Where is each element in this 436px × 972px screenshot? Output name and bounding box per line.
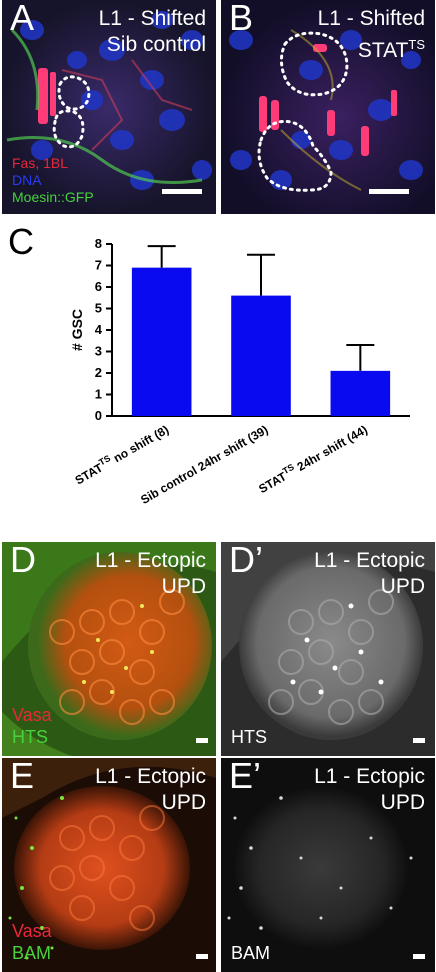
panel-b-title-sup: TS: [408, 37, 425, 52]
panel-d-micrograph: D L1 - Ectopic UPD Vasa HTS: [2, 542, 216, 756]
panel-b-title-line1: L1 - Shifted: [317, 7, 425, 30]
y-tick-label: 6: [95, 279, 102, 294]
panel-e-legend-2: BAM: [12, 943, 52, 963]
bar-2: [231, 295, 291, 416]
panel-a-legend-3: Moesin::GFP: [12, 189, 94, 205]
panel-a-title-line1: L1 - Shifted: [98, 7, 206, 30]
panel-d-prime-image: [221, 542, 435, 756]
panel-d-prime-legend: HTS: [231, 726, 267, 748]
panel-b-title-stat: STAT: [357, 39, 409, 62]
panel-d-prime-title-line2: UPD: [380, 575, 425, 598]
panel-d-legend-1: Vasa: [12, 705, 52, 725]
panel-a-letter: A: [10, 0, 35, 38]
panel-e-title-line1: L1 - Ectopic: [95, 765, 206, 788]
panel-e-prime-legend: BAM: [231, 942, 270, 964]
panel-a-micrograph: A L1 - Shifted Sib control Fas, 1BL DNA …: [2, 0, 216, 214]
y-axis-label: # GSC: [69, 309, 85, 351]
panel-d-title-line1: L1 - Ectopic: [95, 549, 206, 572]
bar-3: [330, 370, 391, 416]
panel-e-prime-micrograph: E’ L1 - Ectopic UPD BAM: [221, 758, 435, 972]
panel-a-legend-1: Fas, 1BL: [12, 155, 69, 171]
y-tick-label: 7: [95, 258, 102, 273]
panel-d-letter: D: [10, 542, 36, 580]
panel-e-micrograph: E L1 - Ectopic UPD Vasa BAM: [2, 758, 216, 972]
y-tick-label: 1: [95, 387, 102, 402]
panel-e-prime-scale-bar: [413, 954, 425, 959]
panel-c-letter: C: [8, 221, 34, 262]
panel-c-chart: C 0 1 2 3 4 5 6 7 8 # GSC STATTS no shift (8) Sib c…: [0, 222, 436, 528]
panel-a-legend-2: DNA: [12, 172, 42, 188]
panel-e-letter: E: [10, 758, 35, 796]
panel-e-image: [2, 758, 216, 972]
panel-b-title: L1 - Shifted STATTS: [318, 6, 425, 64]
panel-d-prime-title-line1: L1 - Ectopic: [314, 549, 425, 572]
y-tick-label: 8: [95, 236, 102, 251]
panel-d-legend-2: HTS: [12, 727, 48, 747]
panel-a-legend: Fas, 1BL DNA Moesin::GFP: [12, 155, 94, 206]
panel-b-micrograph: B L1 - Shifted STATTS: [221, 0, 435, 214]
panel-d-prime-title: L1 - Ectopic UPD: [314, 548, 425, 600]
panel-e-prime-image: [221, 758, 435, 972]
panel-e-prime-letter: E’: [229, 758, 262, 796]
panel-d-prime-micrograph: D’ L1 - Ectopic UPD HTS: [221, 542, 435, 756]
panel-e-legend: Vasa BAM: [12, 920, 52, 964]
panel-b-scale-bar: [369, 189, 409, 194]
bar-1: [131, 267, 192, 416]
panel-d-title: L1 - Ectopic UPD: [95, 548, 206, 600]
panel-d-prime-letter: D’: [229, 542, 263, 580]
panel-e-scale-bar: [196, 954, 208, 959]
panel-d-title-line2: UPD: [161, 575, 206, 598]
panel-a-title-line2: Sib control: [106, 33, 206, 56]
panel-d-scale-bar: [196, 738, 208, 743]
y-tick-label: 5: [95, 301, 102, 316]
panel-e-prime-title-line1: L1 - Ectopic: [314, 765, 425, 788]
panel-d-prime-legend-1: HTS: [231, 727, 267, 747]
y-tick-label: 0: [95, 408, 102, 423]
panel-e-legend-1: Vasa: [12, 921, 52, 941]
panel-e-title: L1 - Ectopic UPD: [95, 764, 206, 816]
y-tick-label: 4: [95, 322, 103, 337]
x-category-label-1: STATTS no shift (8): [72, 421, 172, 488]
panel-d-prime-scale-bar: [413, 738, 425, 743]
panel-b-image: [221, 0, 435, 214]
panel-b-title-line2: STATTS: [318, 32, 425, 64]
panel-d-image: [2, 542, 216, 756]
panel-b-letter: B: [229, 0, 254, 38]
panel-a-image: [2, 0, 216, 214]
panel-a-title: L1 - Shifted Sib control: [99, 6, 206, 58]
y-tick-label: 3: [95, 344, 102, 359]
x-category-label-3: STATTS 24hr shift (44): [255, 421, 370, 496]
panel-e-title-line2: UPD: [161, 791, 206, 814]
panel-a-scale-bar: [162, 189, 202, 194]
panel-e-prime-title-line2: UPD: [380, 791, 425, 814]
panel-d-legend: Vasa HTS: [12, 704, 52, 748]
panel-e-prime-title: L1 - Ectopic UPD: [314, 764, 425, 816]
y-tick-label: 2: [95, 365, 102, 380]
panel-e-prime-legend-1: BAM: [231, 943, 271, 963]
